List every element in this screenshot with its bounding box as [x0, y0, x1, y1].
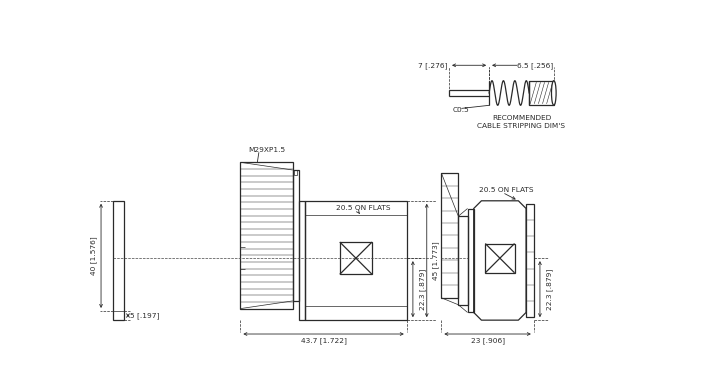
- Bar: [294, 170, 297, 176]
- Bar: [467, 209, 474, 312]
- Text: 40 [1.576]: 40 [1.576]: [90, 236, 96, 275]
- Text: M29XP1.5: M29XP1.5: [248, 147, 285, 153]
- Text: RECOMMENDED
CABLE STRIPPING DIM'S: RECOMMENDED CABLE STRIPPING DIM'S: [477, 115, 565, 129]
- Bar: [240, 162, 293, 308]
- Bar: [299, 201, 305, 320]
- Bar: [529, 81, 554, 105]
- Text: 5 [.197]: 5 [.197]: [130, 312, 160, 319]
- Text: 43.7 [1.722]: 43.7 [1.722]: [300, 337, 346, 344]
- Bar: [340, 242, 372, 274]
- Bar: [526, 204, 534, 317]
- Text: 20.5 ON FLATS: 20.5 ON FLATS: [479, 187, 534, 193]
- Text: 6.5 [.256]: 6.5 [.256]: [517, 62, 554, 69]
- Bar: [441, 173, 459, 298]
- Text: 23 [.906]: 23 [.906]: [470, 337, 505, 344]
- Text: 22.3 [.879]: 22.3 [.879]: [546, 268, 552, 310]
- Bar: [459, 216, 467, 305]
- Bar: [293, 170, 299, 301]
- Bar: [485, 243, 515, 273]
- Text: 7 [.276]: 7 [.276]: [418, 62, 448, 69]
- Ellipse shape: [552, 81, 556, 105]
- Bar: [113, 201, 124, 320]
- Text: 22.3 [.879]: 22.3 [.879]: [419, 268, 426, 310]
- Text: C0.5: C0.5: [452, 107, 469, 113]
- Text: 45 [1.773]: 45 [1.773]: [433, 241, 439, 280]
- Bar: [305, 201, 407, 320]
- Text: 20.5 ON FLATS: 20.5 ON FLATS: [336, 206, 391, 211]
